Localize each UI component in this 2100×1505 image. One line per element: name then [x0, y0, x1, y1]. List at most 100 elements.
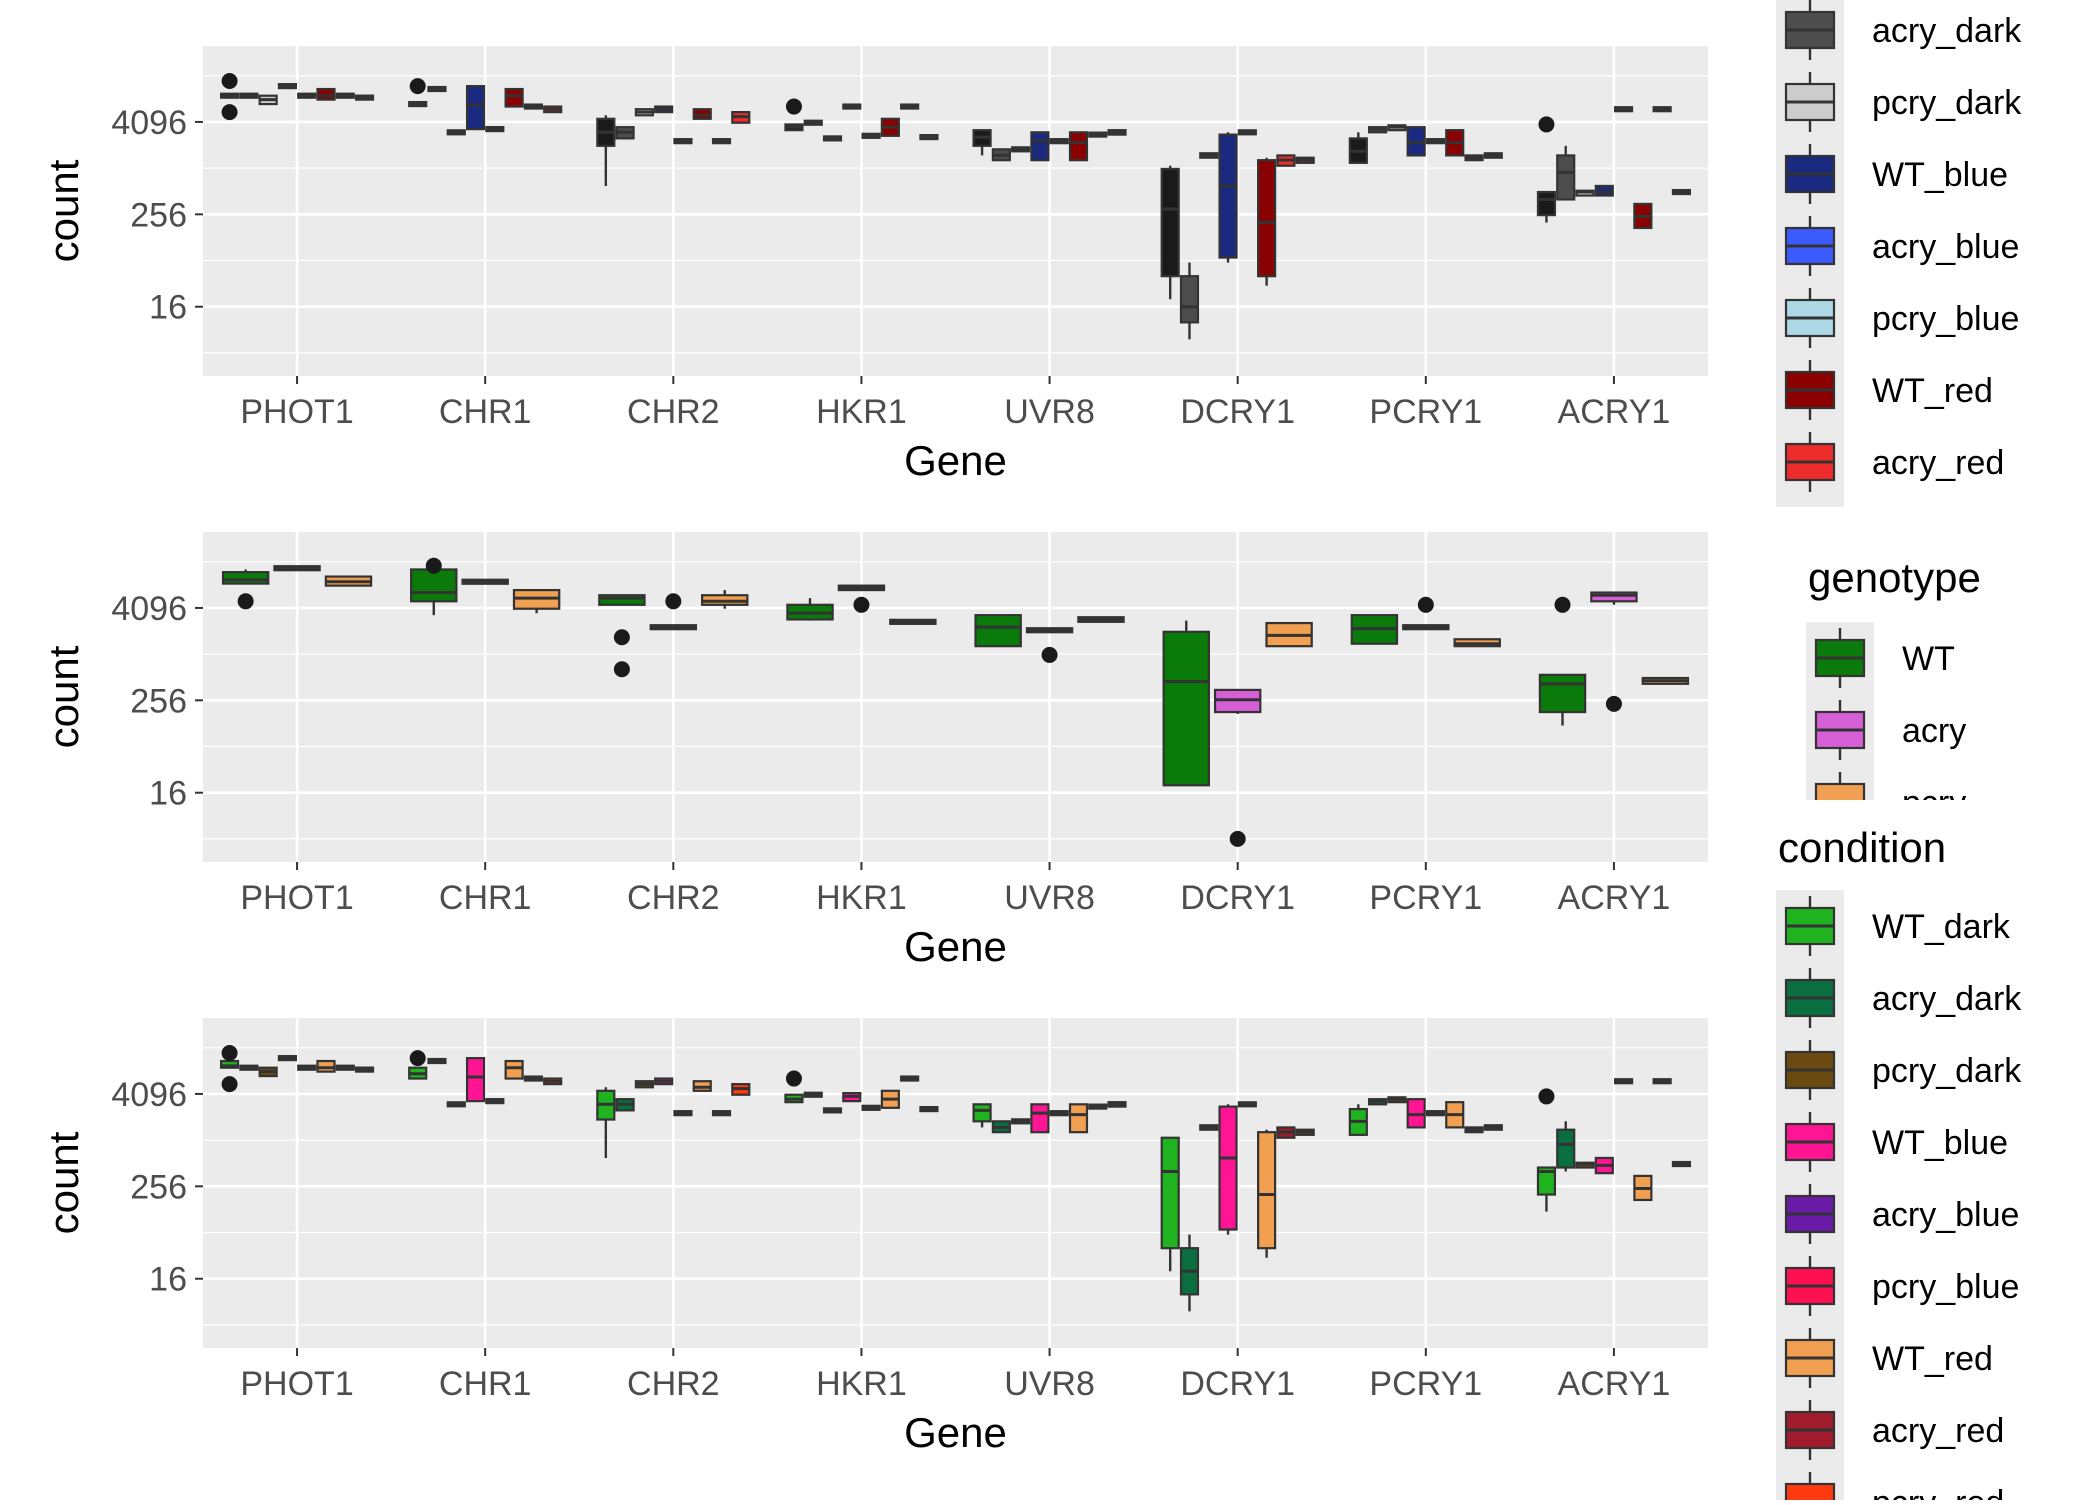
box-body: [465, 1057, 486, 1103]
legend-label: acry: [1902, 712, 1966, 750]
legend-entry: WT_red: [1784, 360, 1993, 420]
box-outlier: [665, 593, 682, 610]
legend-label: pcry_blue: [1872, 300, 2019, 338]
box-pcry1: [1348, 1104, 1368, 1136]
x-tick-label: CHR1: [439, 1365, 532, 1403]
box-hkr1: [900, 103, 920, 110]
box-outlier: [1041, 646, 1058, 663]
box-chr2: [701, 590, 749, 609]
x-tick-label: PCRY1: [1369, 393, 1482, 431]
box-acry1: [1575, 1161, 1595, 1169]
box-hkr1: [837, 584, 886, 613]
box-acry1: [1556, 1121, 1576, 1172]
x-tick-label: ACRY1: [1558, 1365, 1671, 1403]
box-uvr8: [991, 1120, 1011, 1134]
box-pcry1: [1464, 1126, 1484, 1134]
box-outlier: [1554, 596, 1571, 613]
box-acry1: [1590, 591, 1638, 712]
box-acry1: [1671, 188, 1692, 196]
y-tick-label: 4096: [111, 1076, 187, 1114]
box-pcry1: [1348, 132, 1368, 164]
box-pcry1: [1483, 1124, 1503, 1131]
legend-entry: WT_blue: [1784, 1112, 2008, 1172]
box-phot1: [258, 94, 278, 106]
box-body: [1556, 154, 1576, 201]
box-hkr1: [784, 98, 804, 132]
legend-label: acry_blue: [1872, 228, 2019, 266]
box-body: [1030, 1103, 1050, 1134]
box-dcry1: [1276, 154, 1296, 167]
box-phot1: [324, 575, 373, 587]
legend-entry: WT: [1814, 628, 1955, 688]
legend-entry: pcry_red: [1784, 1472, 2004, 1500]
box-phot1: [239, 1064, 259, 1071]
box-acry1: [1633, 1174, 1653, 1202]
box-hkr1: [803, 1091, 823, 1098]
box-pcry1: [1387, 124, 1407, 132]
legend-label: pcry_dark: [1872, 84, 2022, 122]
x-tick-label: DCRY1: [1180, 393, 1295, 431]
box-pcry1: [1483, 152, 1503, 159]
box-hkr1: [842, 103, 862, 110]
box-outlier: [853, 596, 870, 613]
box-pcry1: [1387, 1096, 1407, 1104]
box-phot1: [297, 92, 317, 99]
box-chr2: [731, 1083, 751, 1096]
box-outlier: [409, 78, 426, 95]
box-chr2: [649, 593, 698, 631]
box-uvr8: [1025, 627, 1074, 663]
box-hkr1: [919, 1106, 939, 1113]
box-chr1: [485, 1098, 505, 1105]
box-acry1: [1633, 202, 1653, 230]
box-pcry1: [1445, 1101, 1465, 1129]
legend-label: pcry_blue: [1872, 1268, 2019, 1306]
box-chr1: [512, 588, 561, 614]
box-uvr8: [974, 614, 1022, 648]
box-dcry1: [1179, 262, 1200, 340]
box-chr1: [408, 78, 428, 108]
x-tick-label: CHR2: [627, 879, 720, 917]
box-outlier: [1229, 830, 1246, 847]
x-tick-label: ACRY1: [1558, 393, 1671, 431]
box-outlier: [613, 661, 630, 678]
legend-1: acry_dark pcry_dark WT_blue acry_blue pcry_b…: [1776, 0, 2022, 507]
legend-label: pcry_red: [1872, 1484, 2004, 1500]
box-outlier: [221, 104, 238, 121]
box-hkr1: [880, 1089, 900, 1109]
box-body: [465, 85, 486, 131]
legend-entry: acry_blue: [1784, 1184, 2019, 1244]
box-hkr1: [889, 618, 937, 625]
box-dcry1: [1237, 129, 1257, 136]
box-pcry1: [1425, 1110, 1446, 1117]
box-hkr1: [784, 1070, 804, 1104]
box-phot1: [297, 1064, 317, 1071]
y-tick-label: 256: [130, 196, 187, 234]
legend-entry: acry_dark: [1784, 0, 2022, 60]
box-pcry1: [1453, 638, 1501, 648]
box-outlier: [221, 1044, 238, 1061]
box-outlier: [237, 593, 254, 610]
box-body: [504, 87, 524, 108]
box-chr1: [523, 103, 543, 110]
box-chr2: [598, 594, 646, 678]
box-body: [410, 568, 458, 603]
x-tick-label: PHOT1: [240, 1365, 353, 1403]
box-chr1: [543, 105, 563, 114]
box-phot1: [277, 83, 298, 90]
y-tick-label: 16: [149, 1261, 187, 1299]
box-phot1: [335, 1064, 355, 1071]
box-chr2: [596, 115, 616, 186]
x-tick-label: ACRY1: [1558, 879, 1671, 917]
legend-entry: pcry_blue: [1784, 1256, 2019, 1316]
box-chr1: [446, 1101, 466, 1108]
box-chr1: [465, 85, 486, 131]
box-uvr8: [1030, 131, 1050, 162]
box-phot1: [239, 92, 259, 99]
x-tick-label: UVR8: [1004, 879, 1095, 917]
panel-2: 16 256 4096 PHOT1 CHR1 CHR2 HKR1 UVR8 DCRY1 PCRY1…: [40, 532, 1708, 970]
legend-label: acry_dark: [1872, 12, 2022, 50]
box-phot1: [219, 72, 240, 121]
box-outlier: [409, 1050, 426, 1067]
box-uvr8: [1011, 1118, 1031, 1125]
legend-label: WT_blue: [1872, 1124, 2008, 1162]
